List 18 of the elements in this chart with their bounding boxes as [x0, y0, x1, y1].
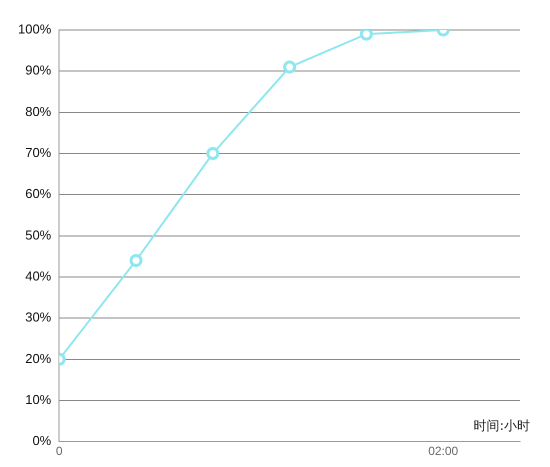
- point: [130, 254, 143, 267]
- y-tick-label: 10%: [25, 392, 52, 408]
- point: [206, 146, 220, 160]
- y-tick-label: 0%: [32, 433, 52, 448]
- y-tick-label: 80%: [25, 104, 52, 119]
- x-tick-label: 0: [56, 444, 63, 458]
- y-tick-label: 40%: [25, 268, 52, 284]
- y-tick-label: 100%: [18, 22, 52, 37]
- annotation: 时间:小时: [472, 417, 532, 435]
- y-tick-label: 60%: [25, 186, 52, 202]
- y-tick-label: 50%: [25, 227, 52, 242]
- y-tick-label: 30%: [25, 310, 52, 325]
- y-tick-label: 70%: [25, 145, 52, 160]
- point: [283, 60, 296, 74]
- point: [360, 30, 373, 41]
- y-tick-label: 90%: [25, 62, 52, 78]
- x-tick-label: 02:00: [428, 444, 459, 458]
- y-tick-label: 20%: [25, 350, 52, 366]
